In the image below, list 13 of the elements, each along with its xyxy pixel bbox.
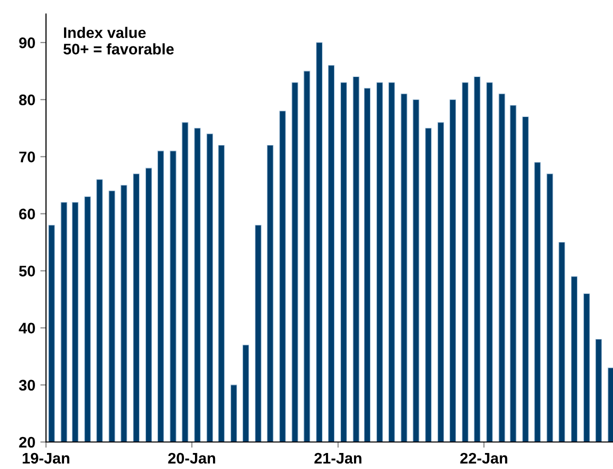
annotation: Index value 50+ = favorable [63,26,174,55]
y-tick-label: 50 [19,266,35,276]
y-tick-label: 30 [18,380,35,391]
y-tick-label: 20 [19,436,35,448]
x-tick-label: 22-Jan [460,452,508,464]
y-tick-label: 70 [19,152,35,162]
y-tick-label: 80 [19,94,35,106]
x-tick-label: 20-Jan [168,452,216,464]
y-tick-label: 40 [18,322,35,334]
x-tick-label: 19-Jan [22,452,70,464]
y-tick-label: 90 [19,37,35,48]
y-tick-label: 60 [19,208,35,220]
x-tick-label: 21-Jan [314,452,362,464]
